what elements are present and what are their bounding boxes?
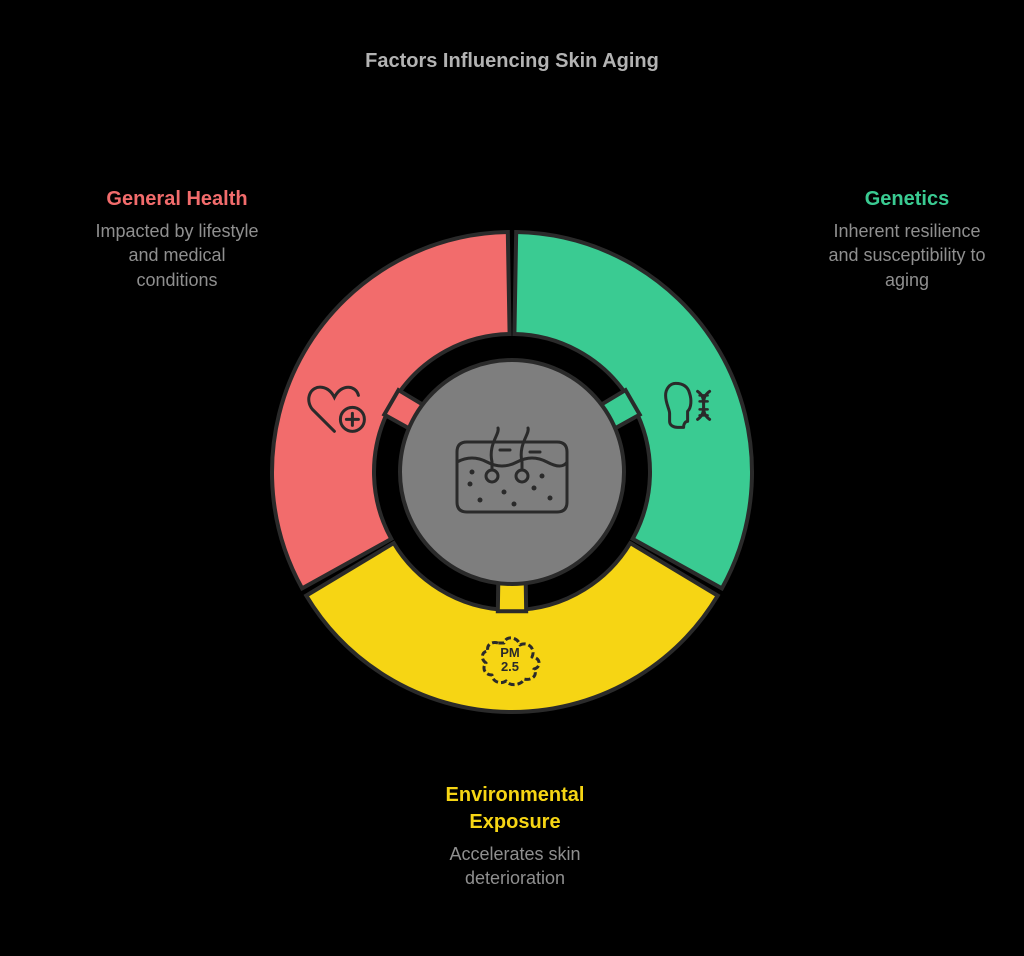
label-desc: Inherent resilience and susceptibility t… [822, 219, 992, 292]
label-heading: Genetics [822, 186, 992, 213]
svg-text:2.5: 2.5 [501, 659, 519, 674]
svg-text:PM: PM [500, 645, 520, 660]
center-hub [400, 360, 624, 584]
label-desc: Accelerates skin deterioration [410, 842, 620, 891]
label-heading: General Health [92, 186, 262, 213]
label-general-health: General Health Impacted by lifestyle and… [92, 186, 262, 292]
label-heading: Environmental Exposure [410, 782, 620, 836]
label-desc: Impacted by lifestyle and medical condit… [92, 219, 262, 292]
label-environmental-exposure: Environmental Exposure Accelerates skin … [410, 782, 620, 891]
label-genetics: Genetics Inherent resilience and suscept… [822, 186, 992, 292]
